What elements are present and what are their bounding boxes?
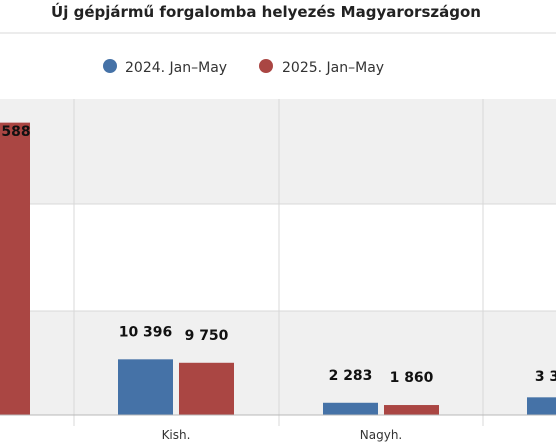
bar-2024-3[interactable] <box>323 402 378 415</box>
legend-item-2024[interactable]: 2024. Jan–May <box>103 59 227 76</box>
plot-band <box>0 99 556 204</box>
data-label-2024-2: 10 396 <box>119 324 173 340</box>
legend-label-2024: 2024. Jan–May <box>125 60 227 76</box>
legend-item-2025[interactable]: 2025. Jan–May <box>259 59 384 76</box>
legend-marker-2024 <box>103 59 117 73</box>
bar-2025-3[interactable] <box>384 405 439 415</box>
data-label-2025-3: 1 860 <box>390 370 434 386</box>
bar-2024-2[interactable] <box>118 359 173 415</box>
plot-band <box>0 311 556 415</box>
data-label-2024-3: 2 283 <box>329 368 373 384</box>
data-label-2025-2: 9 750 <box>185 328 229 344</box>
data-label-2025-1: 588 <box>1 124 30 140</box>
legend-marker-2025 <box>259 59 273 73</box>
bar-2024-4[interactable] <box>527 397 556 415</box>
bar-2025-2[interactable] <box>179 362 234 415</box>
bar-2025-1[interactable] <box>0 122 30 415</box>
x-tick-label: Nagyh. <box>360 428 402 442</box>
legend-label-2025: 2025. Jan–May <box>282 60 384 76</box>
chart-title: Új gépjármű forgalomba helyezés Magyaror… <box>51 2 481 21</box>
legend[interactable]: 2024. Jan–May 2025. Jan–May <box>103 59 384 76</box>
x-tick-label: Kish. <box>162 428 191 442</box>
data-label-2024-4: 3 3 <box>535 369 556 385</box>
